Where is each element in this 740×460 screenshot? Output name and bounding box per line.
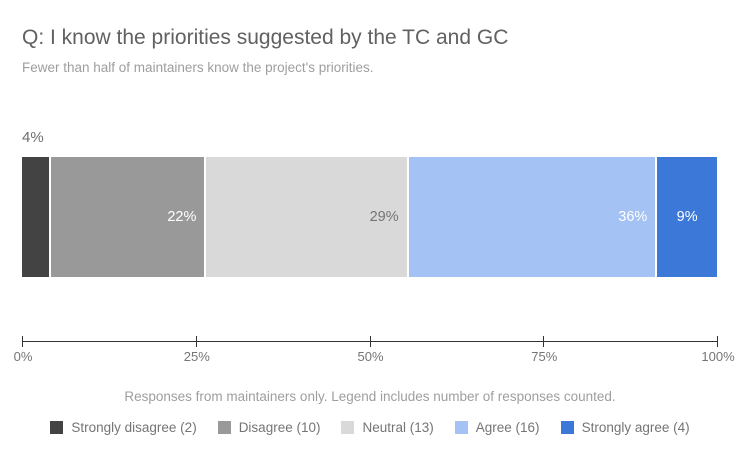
legend: Strongly disagree (2) Disagree (10) Neutra…: [0, 420, 740, 435]
bar-segment-agree[interactable]: 36%: [408, 157, 656, 277]
x-axis-tick-label: 0%: [13, 349, 33, 364]
legend-swatch-icon: [454, 421, 468, 434]
x-axis-tick: [369, 336, 371, 347]
legend-swatch-icon: [560, 421, 574, 434]
legend-swatch-icon: [50, 421, 64, 434]
legend-item-strongly-agree-4[interactable]: Strongly agree (4): [560, 420, 690, 435]
x-axis-tick-label: 50%: [357, 349, 384, 364]
chart-subtitle: Fewer than half of maintainers know the …: [22, 60, 374, 75]
legend-label: Strongly disagree (2): [71, 420, 197, 435]
x-axis-tick: [717, 336, 718, 347]
bar-label-outside-strongly-disagree: 4%: [22, 129, 44, 146]
bar-segment-label: 9%: [676, 209, 698, 225]
bar-segment-strongly-agree[interactable]: 9%: [657, 157, 717, 277]
bar-segment-neutral[interactable]: 29%: [206, 157, 407, 277]
legend-item-strongly-disagree-2[interactable]: Strongly disagree (2): [50, 420, 197, 435]
x-axis-tick: [195, 336, 197, 347]
bar-segment-label: 29%: [369, 209, 399, 225]
legend-item-neutral-13[interactable]: Neutral (13): [341, 420, 434, 435]
bar-segment-disagree[interactable]: 22%: [50, 157, 205, 277]
x-axis-tick-label: 75%: [531, 349, 558, 364]
legend-item-agree-16[interactable]: Agree (16): [454, 420, 540, 435]
bar-segment-strongly-disagree[interactable]: 4%: [22, 157, 49, 277]
x-axis-tick-label: 25%: [183, 349, 210, 364]
bar-segment-label: 36%: [618, 209, 648, 225]
legend-swatch-icon: [217, 421, 231, 434]
legend-swatch-icon: [341, 421, 355, 434]
legend-item-disagree-10[interactable]: Disagree (10): [217, 420, 321, 435]
x-axis-tick: [22, 336, 23, 347]
x-axis-tick: [543, 336, 545, 347]
footnote: Responses from maintainers only. Legend …: [124, 389, 616, 404]
legend-label: Strongly agree (4): [581, 420, 690, 435]
chart-title: Q: I know the priorities suggested by th…: [22, 26, 509, 49]
stacked-bar: 4% 22% 29% 36% 9%: [22, 157, 717, 277]
bar-segment-label: 22%: [167, 209, 197, 225]
x-axis-tick-label: 100%: [701, 349, 735, 364]
legend-label: Agree (16): [475, 420, 540, 435]
legend-label: Disagree (10): [238, 420, 321, 435]
legend-label: Neutral (13): [362, 420, 434, 435]
